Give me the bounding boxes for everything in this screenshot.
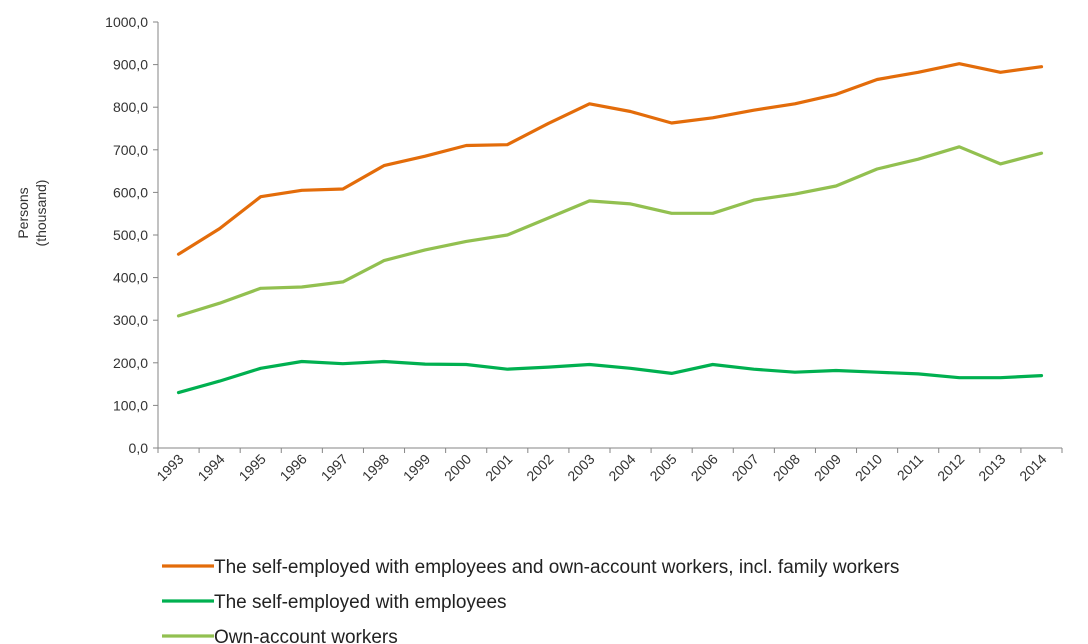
x-tick-label: 2011 bbox=[894, 451, 927, 484]
x-tick-label: 2006 bbox=[688, 451, 721, 484]
legend-label-2: The self-employed with employees bbox=[214, 592, 507, 613]
x-tick-label: 2013 bbox=[975, 451, 1008, 484]
x-tick-label: 1994 bbox=[194, 451, 227, 484]
y-tick-label: 500,0 bbox=[113, 227, 148, 243]
series-line-1 bbox=[176, 62, 1044, 256]
y-tick-label: 900,0 bbox=[113, 57, 148, 73]
x-tick-label: 1999 bbox=[400, 451, 433, 484]
x-tick-label: 2004 bbox=[605, 451, 638, 484]
x-tick-label: 2007 bbox=[729, 451, 762, 484]
legend: The self-employed with employees and own… bbox=[162, 557, 899, 644]
y-tick-label: 1000,0 bbox=[105, 14, 148, 30]
x-tick-label: 2000 bbox=[441, 451, 474, 484]
y-tick-label: 100,0 bbox=[113, 397, 148, 413]
x-tick-label: 2001 bbox=[482, 451, 515, 484]
legend-label-1: The self-employed with employees and own… bbox=[214, 557, 899, 578]
y-tick-label: 400,0 bbox=[113, 270, 148, 286]
series-line-3 bbox=[176, 145, 1044, 318]
x-axis-ticks: 1993 1994 1995 1996 1997 1998 1999 2000 2001 2002… bbox=[153, 448, 1063, 484]
y-tick-label: 700,0 bbox=[113, 142, 148, 158]
y-axis-label: Persons (thousand) bbox=[15, 180, 49, 247]
x-tick-label: 2014 bbox=[1016, 451, 1049, 484]
y-axis-label-line-2: (thousand) bbox=[33, 180, 49, 247]
x-tick-label: 1993 bbox=[153, 451, 186, 484]
series-lines bbox=[176, 62, 1044, 395]
legend-label-3: Own-account workers bbox=[214, 627, 398, 644]
x-tick-label: 2008 bbox=[770, 451, 803, 484]
x-tick-label: 2005 bbox=[646, 451, 679, 484]
x-tick-label: 2009 bbox=[811, 451, 844, 484]
y-tick-label: 300,0 bbox=[113, 312, 148, 328]
y-tick-label: 0,0 bbox=[129, 440, 149, 456]
axes bbox=[157, 22, 1062, 449]
x-tick-label: 2012 bbox=[934, 451, 967, 484]
x-tick-label: 1997 bbox=[318, 451, 351, 484]
y-tick-label: 800,0 bbox=[113, 99, 148, 115]
series-line-2 bbox=[176, 359, 1044, 395]
x-tick-label: 2002 bbox=[523, 451, 556, 484]
x-tick-label: 1998 bbox=[359, 451, 392, 484]
x-tick-label: 2010 bbox=[852, 451, 885, 484]
x-tick-label: 2003 bbox=[564, 451, 597, 484]
x-tick-label: 1995 bbox=[236, 451, 269, 484]
y-tick-label: 200,0 bbox=[113, 355, 148, 371]
x-tick-label: 1996 bbox=[277, 451, 310, 484]
y-axis-label-line-1: Persons bbox=[15, 187, 31, 238]
y-axis-ticks: 0,0 100,0 200,0 300,0 400,0 500,0 600,0 700,0 80… bbox=[105, 14, 158, 456]
y-tick-label: 600,0 bbox=[113, 184, 148, 200]
